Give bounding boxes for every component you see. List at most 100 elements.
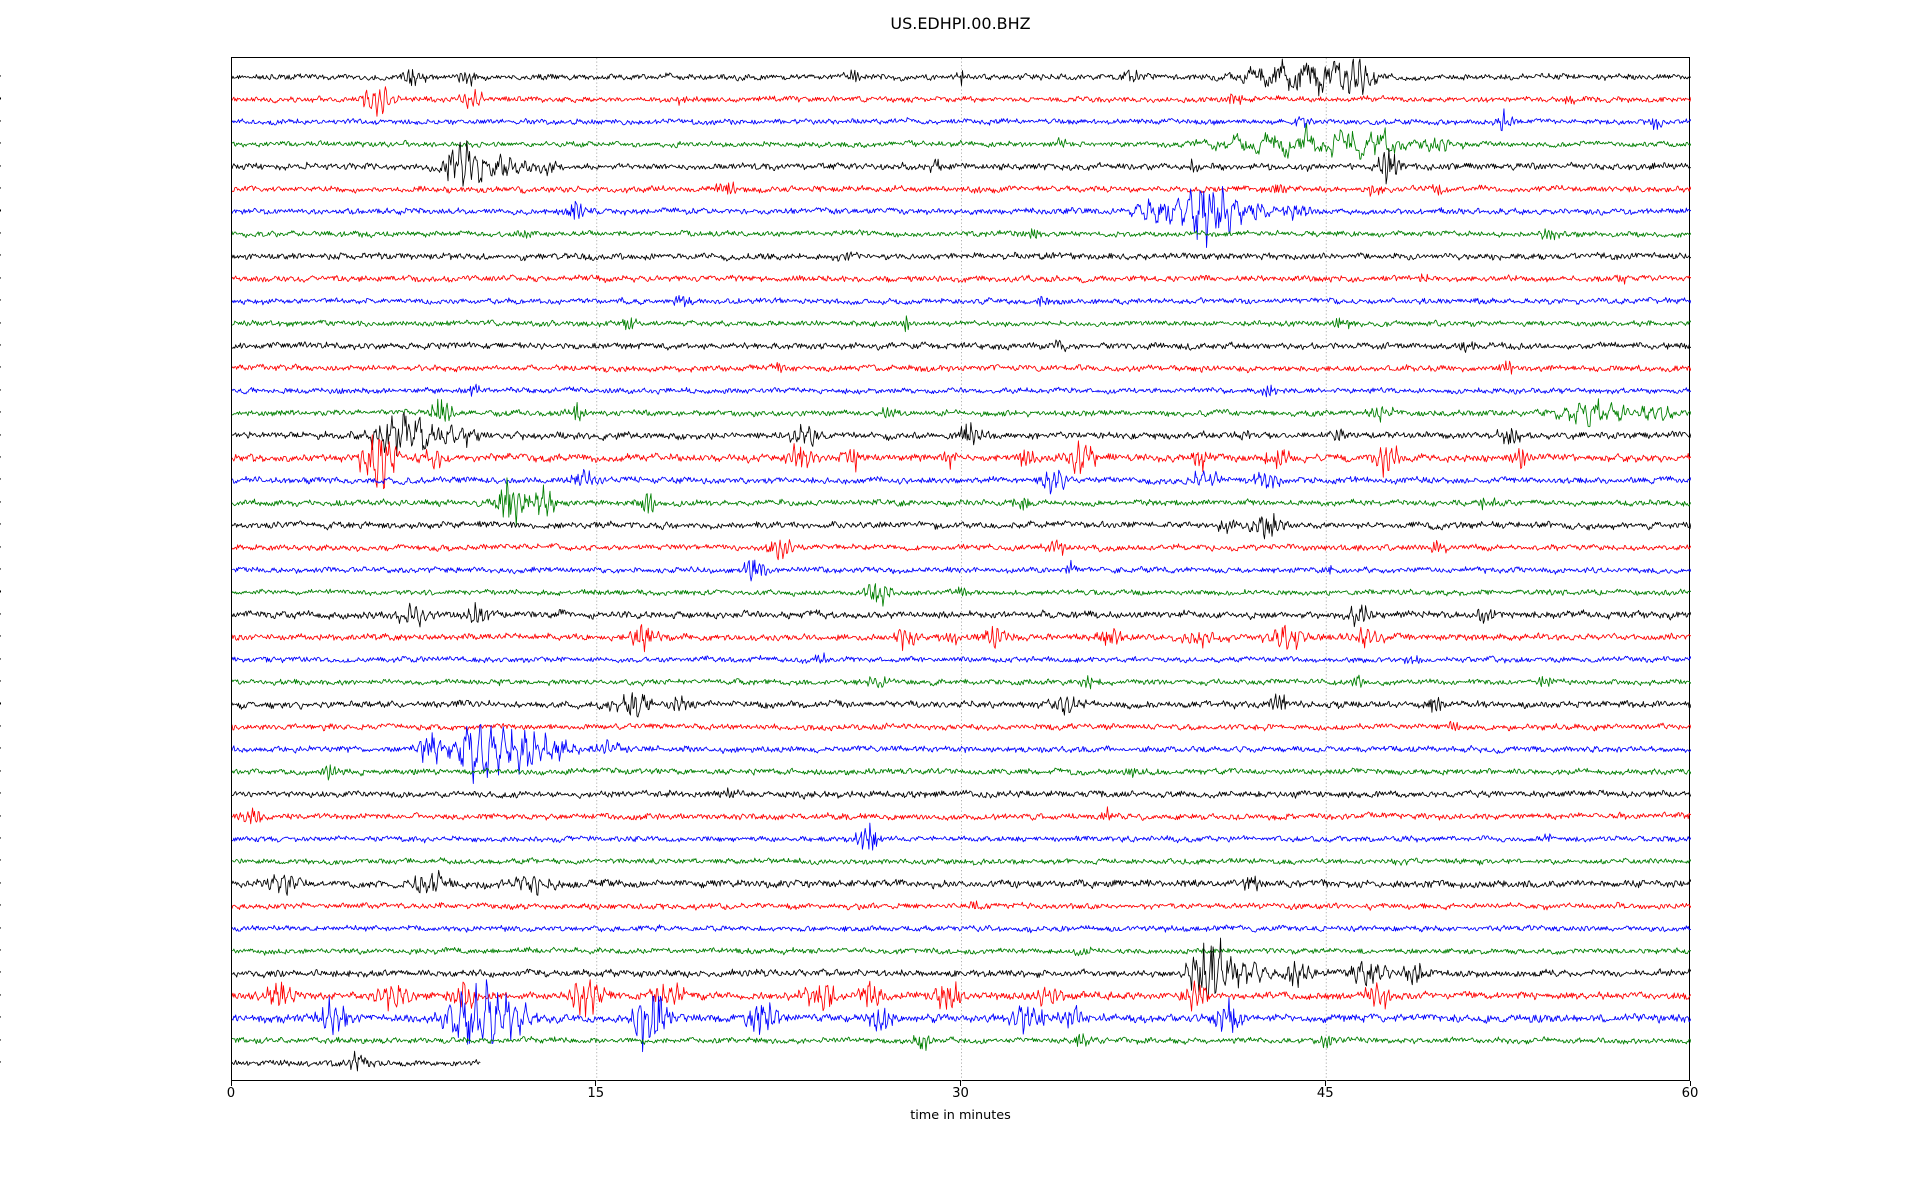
y-tick-mark <box>0 501 1 503</box>
plot-axes <box>231 57 1691 1082</box>
y-tick-mark <box>0 523 1 525</box>
waveform-trace-8 <box>232 251 1691 262</box>
y-tick-mark <box>0 75 1 77</box>
waveform-trace-9 <box>232 273 1691 285</box>
y-axis-tick-labels: 00:00:1001:00:1002:00:1003:00:1004:00:10… <box>0 57 231 1081</box>
x-axis-title-text: time in minutes <box>910 1108 1011 1123</box>
waveform-trace-39 <box>232 946 1691 957</box>
y-tick-mark <box>0 837 1 839</box>
waveform-trace-4 <box>232 140 1691 187</box>
waveform-trace-3 <box>232 123 1691 160</box>
waveform-trace-38 <box>232 924 1691 934</box>
y-tick-mark <box>0 994 1 996</box>
x-axis-tick-labels: 0 15 30 45 60 <box>227 1081 1698 1107</box>
waveform-trace-17 <box>232 434 1691 490</box>
x-tick-mark <box>595 1081 597 1086</box>
y-tick-mark <box>0 702 1 704</box>
waveform-trace-2 <box>232 108 1691 132</box>
x-tick-mark <box>1689 1081 1691 1086</box>
y-tick-mark <box>0 254 1 256</box>
y-tick-mark <box>0 747 1 749</box>
waveform-trace-26 <box>232 652 1691 665</box>
y-tick-mark <box>0 680 1 682</box>
y-tick-mark <box>0 814 1 817</box>
waveform-trace-27 <box>232 674 1691 690</box>
waveform-trace-32 <box>232 787 1691 800</box>
waveform-trace-40 <box>232 937 1691 1002</box>
y-tick-mark <box>0 299 1 301</box>
plot-title-wrap: US.EDHPI.00.BHZ <box>231 14 1690 33</box>
x-tick-label-2: 30 <box>952 1086 969 1101</box>
waveform-trace-44 <box>232 1050 481 1072</box>
waveform-trace-23 <box>232 583 1691 607</box>
waveform-trace-18 <box>232 469 1691 495</box>
waveform-trace-30 <box>232 723 1691 785</box>
y-tick-mark <box>0 232 1 234</box>
y-tick-mark <box>0 165 1 167</box>
waveform-trace-35 <box>232 857 1691 866</box>
waveform-trace-7 <box>232 228 1691 241</box>
y-tick-mark <box>0 187 1 189</box>
y-tick-mark <box>0 770 1 772</box>
waveform-trace-16 <box>232 412 1691 457</box>
x-tick-label-3: 45 <box>1316 1086 1334 1101</box>
y-tick-mark <box>0 321 1 324</box>
waveform-trace-28 <box>232 692 1691 718</box>
y-tick-mark <box>0 568 1 570</box>
x-axis-title: time in minutes <box>231 1108 1690 1123</box>
x-tick-label-0: 0 <box>226 1086 236 1101</box>
y-tick-mark <box>0 971 1 973</box>
y-tick-mark <box>0 590 1 592</box>
waveform-trace-15 <box>232 398 1691 428</box>
y-tick-mark <box>0 635 1 637</box>
waveform-trace-1 <box>232 86 1691 117</box>
y-tick-mark <box>0 411 1 413</box>
x-tick-mark <box>230 1081 232 1086</box>
page-title: US.EDHPI.00.BHZ <box>890 14 1031 33</box>
x-tick-mark <box>960 1081 962 1086</box>
y-tick-mark <box>0 97 1 99</box>
waveform-trace-13 <box>232 360 1691 375</box>
waveform-trace-11 <box>232 315 1691 333</box>
waveform-trace-0 <box>232 58 1691 97</box>
y-tick-mark <box>0 613 1 615</box>
waveform-trace-12 <box>232 339 1691 353</box>
waveform-trace-22 <box>232 559 1691 582</box>
x-tick-label-1: 15 <box>587 1086 605 1101</box>
waveform-trace-36 <box>232 869 1691 896</box>
y-tick-mark <box>0 882 1 884</box>
y-tick-mark <box>0 1039 1 1041</box>
y-tick-mark <box>0 209 1 211</box>
y-tick-mark <box>0 1061 1 1063</box>
waveform-trace-37 <box>232 900 1691 911</box>
waveform-trace-19 <box>232 477 1691 527</box>
waveform-trace-33 <box>232 806 1691 825</box>
waveform-canvas <box>232 58 1691 1082</box>
y-tick-mark <box>0 658 1 660</box>
y-tick-mark <box>0 792 1 794</box>
x-tick-mark <box>1324 1081 1326 1086</box>
y-tick-mark <box>0 433 1 436</box>
waveform-trace-31 <box>232 764 1691 781</box>
waveform-trace-14 <box>232 383 1691 398</box>
waveform-trace-20 <box>232 512 1691 540</box>
waveform-trace-25 <box>232 624 1691 653</box>
y-tick-mark <box>0 366 1 368</box>
waveform-trace-21 <box>232 539 1691 561</box>
y-tick-mark <box>0 546 1 548</box>
waveform-trace-34 <box>232 822 1691 851</box>
y-tick-mark <box>0 725 1 727</box>
waveform-trace-6 <box>232 185 1691 248</box>
y-tick-mark <box>0 120 1 122</box>
y-tick-mark <box>0 478 1 480</box>
waveform-trace-10 <box>232 295 1691 308</box>
waveform-trace-29 <box>232 720 1691 732</box>
waveform-trace-5 <box>232 181 1691 197</box>
y-tick-mark <box>0 859 1 861</box>
y-tick-mark <box>0 456 1 458</box>
y-tick-mark <box>0 142 1 144</box>
y-tick-mark <box>0 949 1 951</box>
y-tick-mark <box>0 926 1 929</box>
waveform-trace-43 <box>232 1033 1691 1051</box>
